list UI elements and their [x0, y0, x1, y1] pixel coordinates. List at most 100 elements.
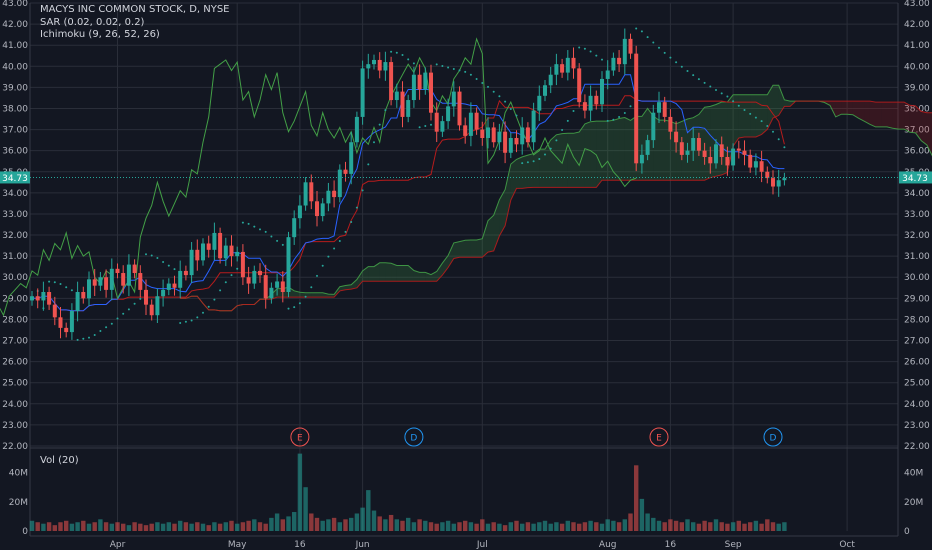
- candle-body[interactable]: [508, 138, 513, 153]
- candle-body[interactable]: [280, 281, 285, 293]
- candle-body[interactable]: [736, 148, 741, 151]
- candle-body[interactable]: [674, 131, 679, 143]
- candle-body[interactable]: [719, 144, 724, 157]
- event-marker[interactable]: [404, 427, 424, 447]
- candle-body[interactable]: [47, 292, 52, 305]
- candle-body[interactable]: [645, 140, 650, 155]
- candle-body[interactable]: [343, 169, 348, 174]
- candle-body[interactable]: [634, 53, 639, 164]
- candle-body[interactable]: [161, 289, 166, 297]
- candle-body[interactable]: [383, 62, 388, 71]
- candle-body[interactable]: [480, 129, 485, 139]
- candle-body[interactable]: [503, 131, 508, 153]
- candle-body[interactable]: [685, 150, 690, 155]
- candle-body[interactable]: [782, 178, 787, 181]
- candle-body[interactable]: [258, 270, 262, 276]
- candle-body[interactable]: [400, 91, 405, 117]
- candle-body[interactable]: [731, 148, 736, 166]
- candle-body[interactable]: [434, 112, 439, 132]
- candle-body[interactable]: [35, 296, 40, 301]
- candle-body[interactable]: [702, 150, 707, 157]
- candle-body[interactable]: [423, 72, 428, 90]
- candle-body[interactable]: [87, 279, 91, 299]
- candle-body[interactable]: [457, 91, 462, 126]
- candle-body[interactable]: [417, 74, 422, 90]
- candle-body[interactable]: [628, 38, 633, 54]
- candle-body[interactable]: [275, 281, 280, 288]
- candle-body[interactable]: [451, 91, 456, 107]
- candle-body[interactable]: [696, 138, 701, 151]
- candle-body[interactable]: [229, 245, 234, 257]
- candle-body[interactable]: [497, 131, 502, 143]
- candle-body[interactable]: [594, 95, 599, 105]
- candle-body[interactable]: [189, 249, 194, 276]
- candle-body[interactable]: [166, 283, 171, 290]
- candle-body[interactable]: [514, 138, 519, 145]
- candle-body[interactable]: [109, 268, 114, 290]
- candle-body[interactable]: [742, 150, 747, 155]
- candle-body[interactable]: [543, 85, 547, 96]
- candle-body[interactable]: [337, 169, 342, 198]
- candle-body[interactable]: [149, 304, 154, 316]
- candle-body[interactable]: [639, 154, 644, 164]
- candle-body[interactable]: [303, 182, 308, 206]
- candle-body[interactable]: [58, 317, 63, 328]
- candle-body[interactable]: [155, 296, 160, 316]
- candle-body[interactable]: [172, 283, 177, 288]
- candle-body[interactable]: [235, 251, 240, 257]
- candle-body[interactable]: [714, 144, 718, 164]
- candle-body[interactable]: [320, 203, 325, 217]
- candle-body[interactable]: [64, 327, 69, 333]
- candle-body[interactable]: [269, 287, 274, 299]
- candle-body[interactable]: [776, 180, 781, 187]
- candle-body[interactable]: [315, 201, 319, 217]
- candle-body[interactable]: [92, 279, 97, 286]
- candle-body[interactable]: [657, 102, 661, 113]
- candle-body[interactable]: [429, 72, 433, 113]
- candle-body[interactable]: [360, 68, 365, 117]
- candle-body[interactable]: [753, 161, 758, 168]
- candle-body[interactable]: [394, 91, 399, 101]
- candle-body[interactable]: [440, 121, 445, 132]
- candle-body[interactable]: [126, 264, 131, 286]
- candle-body[interactable]: [605, 70, 610, 79]
- candle-body[interactable]: [662, 102, 667, 117]
- candle-body[interactable]: [725, 156, 730, 166]
- candle-body[interactable]: [565, 57, 570, 73]
- candle-body[interactable]: [349, 142, 354, 174]
- ichimoku-indicator-label[interactable]: Ichimoku (9, 26, 52, 26): [40, 29, 160, 40]
- candle-body[interactable]: [491, 127, 496, 143]
- candle-body[interactable]: [138, 273, 143, 290]
- candle-body[interactable]: [212, 232, 217, 250]
- candle-body[interactable]: [748, 154, 753, 168]
- candle-body[interactable]: [246, 277, 251, 284]
- candle-body[interactable]: [121, 273, 126, 286]
- candle-body[interactable]: [560, 64, 565, 73]
- candle-body[interactable]: [30, 296, 34, 301]
- candle-body[interactable]: [377, 59, 382, 71]
- candle-body[interactable]: [537, 95, 542, 111]
- candle-body[interactable]: [600, 78, 604, 105]
- candle-body[interactable]: [69, 310, 74, 333]
- candle-body[interactable]: [525, 127, 530, 143]
- candle-body[interactable]: [144, 289, 148, 305]
- candle-body[interactable]: [474, 112, 479, 130]
- candle-body[interactable]: [98, 277, 103, 286]
- candle-body[interactable]: [309, 182, 314, 202]
- candle-body[interactable]: [178, 270, 183, 288]
- candle-body[interactable]: [263, 275, 268, 299]
- candle-body[interactable]: [548, 74, 553, 86]
- candle-body[interactable]: [531, 110, 536, 143]
- candle-body[interactable]: [366, 64, 371, 69]
- candle-body[interactable]: [679, 142, 684, 155]
- candle-body[interactable]: [292, 218, 297, 238]
- candle-body[interactable]: [326, 190, 331, 204]
- candle-body[interactable]: [571, 57, 576, 69]
- volume-legend[interactable]: Vol (20): [40, 455, 79, 466]
- candle-body[interactable]: [617, 57, 622, 65]
- candle-body[interactable]: [611, 57, 616, 71]
- candle-body[interactable]: [252, 270, 257, 284]
- candle-body[interactable]: [411, 74, 416, 101]
- candle-body[interactable]: [104, 277, 109, 290]
